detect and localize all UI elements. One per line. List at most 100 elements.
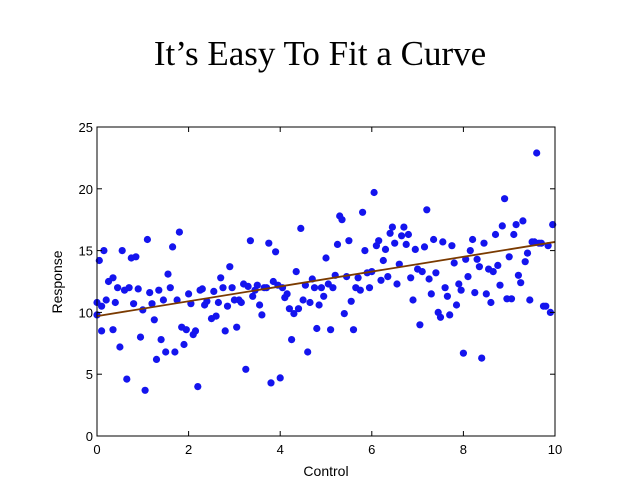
data-point — [393, 280, 401, 288]
axes-frame — [96, 126, 556, 437]
y-tick-label: 10 — [79, 305, 93, 320]
data-point — [267, 379, 275, 387]
data-point — [283, 290, 291, 298]
data-point — [420, 243, 429, 251]
data-point — [391, 239, 399, 247]
data-point — [150, 316, 158, 324]
data-point — [322, 254, 330, 262]
data-point — [384, 273, 392, 281]
x-tick-label: 4 — [277, 442, 284, 457]
data-point — [212, 312, 220, 320]
data-point — [404, 230, 412, 239]
data-point — [130, 300, 138, 308]
data-point — [299, 296, 307, 304]
data-point — [304, 348, 312, 356]
data-point — [521, 258, 529, 266]
data-point — [416, 321, 424, 329]
data-point — [340, 310, 348, 318]
data-point — [411, 245, 419, 253]
data-point — [173, 296, 181, 304]
data-point — [98, 327, 106, 335]
x-tick-label: 10 — [548, 442, 562, 457]
data-point — [164, 270, 172, 278]
data-point — [116, 343, 124, 351]
x-axis-title: Control — [303, 463, 348, 479]
data-point — [386, 229, 394, 237]
data-point — [169, 243, 177, 251]
data-point — [242, 365, 250, 373]
data-point — [258, 311, 266, 319]
data-point — [290, 310, 298, 318]
data-point — [480, 239, 488, 247]
data-point — [329, 284, 337, 292]
data-point — [494, 261, 502, 269]
data-point — [409, 296, 417, 304]
data-point — [134, 285, 142, 293]
y-tick-label: 25 — [79, 120, 93, 135]
data-point — [400, 223, 408, 231]
data-point — [491, 230, 500, 239]
fit-layer — [96, 241, 556, 317]
data-point — [512, 221, 520, 229]
data-point — [162, 348, 170, 356]
data-point — [272, 248, 280, 256]
data-point — [152, 355, 161, 363]
y-tick-label: 0 — [86, 429, 93, 444]
data-point — [487, 298, 495, 307]
y-tick-label: 15 — [79, 244, 93, 259]
ticks-layer: 0 2 4 6 8 10 0 5 10 15 20 25 — [79, 120, 563, 457]
data-point — [425, 275, 433, 283]
data-point — [306, 298, 314, 307]
data-point — [356, 286, 364, 294]
data-point — [109, 274, 117, 282]
data-point — [171, 348, 179, 356]
data-point — [141, 386, 149, 394]
data-point — [226, 263, 234, 271]
data-point — [498, 222, 506, 230]
data-point — [114, 284, 122, 292]
data-point — [244, 282, 252, 290]
data-point — [450, 259, 458, 267]
data-point — [448, 242, 456, 250]
data-point — [375, 237, 383, 245]
data-point — [317, 284, 325, 292]
data-point — [475, 263, 483, 271]
data-point — [471, 289, 479, 297]
data-point — [100, 247, 108, 255]
data-point — [466, 247, 474, 255]
data-point — [123, 375, 131, 383]
data-point — [377, 276, 385, 284]
data-point — [98, 302, 106, 310]
data-point — [194, 383, 202, 391]
data-point — [338, 216, 346, 224]
data-point — [292, 268, 300, 276]
data-point — [118, 247, 126, 255]
data-point — [388, 223, 396, 231]
data-point — [407, 274, 415, 282]
data-point — [501, 195, 509, 203]
data-point — [166, 284, 174, 292]
data-point — [349, 326, 358, 334]
data-point — [132, 253, 140, 261]
data-point — [249, 292, 257, 300]
data-point — [402, 240, 410, 248]
x-tick-label: 8 — [460, 442, 467, 457]
data-point — [191, 327, 200, 335]
data-point — [354, 274, 362, 282]
y-tick-label: 20 — [79, 182, 93, 197]
data-point — [533, 149, 541, 157]
data-point — [320, 292, 328, 300]
data-point — [265, 239, 273, 247]
data-point — [436, 313, 445, 321]
data-point — [507, 295, 516, 303]
data-point — [439, 238, 447, 246]
data-point — [198, 285, 206, 293]
data-point — [228, 284, 236, 292]
data-point — [398, 232, 406, 240]
data-point — [333, 240, 342, 248]
data-point — [111, 298, 119, 307]
data-point — [418, 268, 426, 276]
data-point — [256, 301, 264, 309]
data-point — [221, 327, 229, 335]
